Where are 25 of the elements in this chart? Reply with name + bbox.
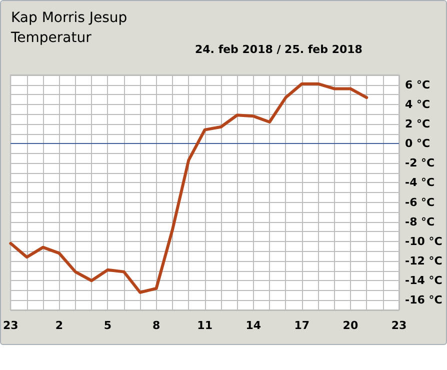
y-tick-label: -16 °C [405,294,442,307]
y-tick-label: -14 °C [405,274,442,288]
y-tick-label: -8 °C [405,215,435,228]
x-tick-label: 11 [197,319,212,332]
x-tick-label: 2 [55,319,64,332]
y-tick-label: 6 °C [405,78,430,92]
text: 24. feb 2018 / 25. feb 2018 [195,43,362,56]
y-tick-label: -4 °C [405,176,435,190]
x-tick-label: 5 [104,319,112,332]
x-tick-label: 23 [391,319,407,332]
y-tick-label: -6 °C [405,196,435,209]
line-series [9,82,368,294]
y-tick-label: -10 °C [405,234,442,248]
y-tick-label: 0 °C [405,137,430,150]
y-tick-label: -2 °C [405,156,435,170]
x-tick-label: 23 [3,319,18,332]
x-tick-label: 8 [152,319,160,332]
y-tick-label: -12 °C [405,254,442,268]
y-tick-label: 4 °C [405,98,430,111]
chart-subtitle: Temperatur [10,30,92,46]
chart-title: Kap Morris Jesup [11,10,128,26]
y-tick-label: 2 °C [405,117,430,130]
x-tick-label: 14 [246,319,262,332]
x-tick-label: 17 [294,319,310,332]
x-tick-label: 20 [342,319,358,332]
